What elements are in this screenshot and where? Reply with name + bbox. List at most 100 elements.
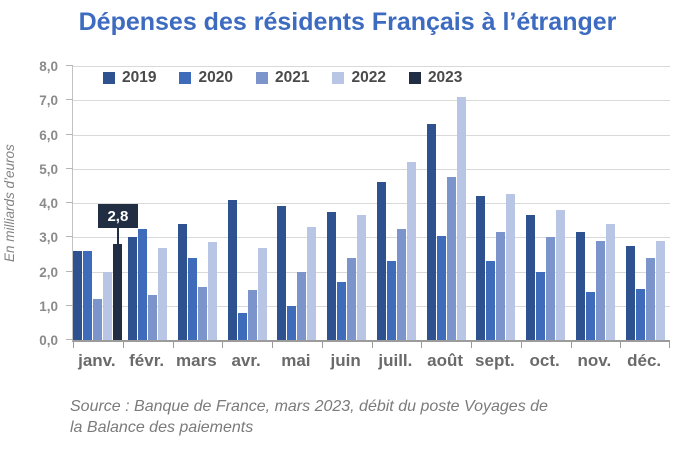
source-line-1: Source : Banque de France, mars 2023, dé… xyxy=(70,398,548,415)
bar-2022-sept. xyxy=(506,194,516,340)
y-tick xyxy=(66,133,73,135)
bar-2019-août xyxy=(426,124,436,340)
x-tick xyxy=(520,342,522,348)
y-tick xyxy=(66,99,73,101)
bar-2022-déc. xyxy=(655,240,665,340)
x-tick xyxy=(421,342,423,348)
x-axis-labels: janv. févr. mars avr. mai juin juill. août sept.… xyxy=(72,351,669,375)
bar-2020-oct. xyxy=(536,271,546,340)
bar-2021-mai xyxy=(297,271,307,340)
legend-swatch-2021 xyxy=(255,72,268,84)
bar-2021-janv. xyxy=(93,298,103,340)
bar-2022-oct. xyxy=(556,209,566,340)
x-category-label: mars xyxy=(176,351,217,370)
bar-2020-avr. xyxy=(237,312,247,340)
y-tick-label: 6,0 xyxy=(39,127,58,143)
y-tick-label: 3,0 xyxy=(39,230,58,246)
x-tick xyxy=(669,342,670,348)
x-tick xyxy=(570,342,572,348)
bar-2019-janv. xyxy=(73,250,83,340)
bar-2020-juin xyxy=(337,281,347,340)
gridline xyxy=(73,271,670,273)
gridline xyxy=(73,66,670,67)
legend-item-2022: 2022 xyxy=(332,69,386,87)
x-tick xyxy=(122,342,124,348)
bar-2022-mai xyxy=(307,226,317,340)
bar-2019-déc. xyxy=(625,245,635,340)
legend-label: 2019 xyxy=(122,69,157,86)
bar-2021-nov. xyxy=(595,240,605,340)
bar-2019-oct. xyxy=(526,215,536,340)
bar-2020-sept. xyxy=(486,261,496,340)
source-line-2: la Balance des paiements xyxy=(70,419,254,437)
y-tick xyxy=(66,65,73,66)
x-category-label: déc. xyxy=(627,351,662,370)
legend-swatch-2019 xyxy=(103,72,115,84)
source-note: Source : Banque de France, mars 2023, dé… xyxy=(70,396,680,438)
bar-2021-déc. xyxy=(645,257,655,340)
x-tick xyxy=(371,342,373,348)
bar-2022-févr. xyxy=(158,247,168,340)
bar-2021-mars xyxy=(197,286,207,340)
legend: 2019 2020 2021 2022 2023 xyxy=(103,69,462,87)
bar-2022-mars xyxy=(207,242,217,340)
gridline xyxy=(73,237,670,239)
legend-label: 2021 xyxy=(274,69,310,86)
bar-2022-août xyxy=(456,96,466,340)
bar-2019-avr. xyxy=(227,199,237,340)
y-tick-label: 8,0 xyxy=(39,59,58,74)
bar-2023-janv. xyxy=(113,244,123,340)
legend-swatch-2022 xyxy=(332,72,345,84)
x-category-label: oct. xyxy=(529,351,560,370)
gridline xyxy=(73,203,670,204)
x-category-label: avr. xyxy=(231,351,261,370)
x-category-label: nov. xyxy=(577,351,612,370)
value-callout: 2,8 xyxy=(97,204,138,229)
bar-2021-févr. xyxy=(148,295,158,340)
legend-swatch-2023 xyxy=(408,72,421,84)
x-tick xyxy=(222,342,224,348)
bar-2020-mai xyxy=(287,305,297,340)
bar-2021-sept. xyxy=(496,232,506,340)
bar-2020-déc. xyxy=(635,288,645,340)
legend-item-2023: 2023 xyxy=(408,69,462,87)
y-axis-labels: 0,0 1,0 2,0 3,0 4,0 5,0 6,0 7,0 8,0 xyxy=(0,59,58,348)
x-category-label: févr. xyxy=(129,351,165,370)
y-tick xyxy=(66,167,73,169)
bar-2019-juill. xyxy=(376,182,386,340)
y-tick xyxy=(66,236,73,238)
bar-2022-janv. xyxy=(103,271,113,340)
bar-2021-avr. xyxy=(247,290,257,340)
gridline xyxy=(73,305,670,307)
bar-2021-juin xyxy=(347,257,357,340)
bar-2020-févr. xyxy=(138,228,148,340)
y-tick-label: 5,0 xyxy=(39,161,58,177)
bar-2020-nov. xyxy=(585,292,595,340)
x-tick xyxy=(471,342,472,348)
gridline xyxy=(73,100,670,102)
bar-2019-nov. xyxy=(575,232,585,340)
x-category-label: juill. xyxy=(378,351,413,370)
x-category-label: janv. xyxy=(78,351,116,370)
y-tick xyxy=(66,270,73,272)
y-tick-label: 2,0 xyxy=(39,264,58,280)
bar-2020-juill. xyxy=(386,261,396,340)
bar-2019-sept. xyxy=(476,196,486,340)
chart-title: Dépenses des résidents Français à l’étra… xyxy=(78,8,617,36)
legend-swatch-2020 xyxy=(179,72,192,84)
bar-2022-juin xyxy=(357,215,367,340)
legend-item-2019: 2019 xyxy=(103,69,156,87)
bar-2019-mars xyxy=(177,223,187,340)
bar-2019-mai xyxy=(277,206,287,340)
x-tick xyxy=(272,342,273,348)
y-tick-label: 1,0 xyxy=(39,298,58,314)
gridline xyxy=(73,168,670,170)
bar-2020-août xyxy=(436,235,446,340)
x-category-label: août xyxy=(427,351,464,370)
x-tick xyxy=(73,342,74,348)
y-tick xyxy=(66,339,73,340)
legend-item-2020: 2020 xyxy=(179,69,233,87)
bar-2021-août xyxy=(446,177,456,340)
bar-2020-mars xyxy=(187,257,197,340)
